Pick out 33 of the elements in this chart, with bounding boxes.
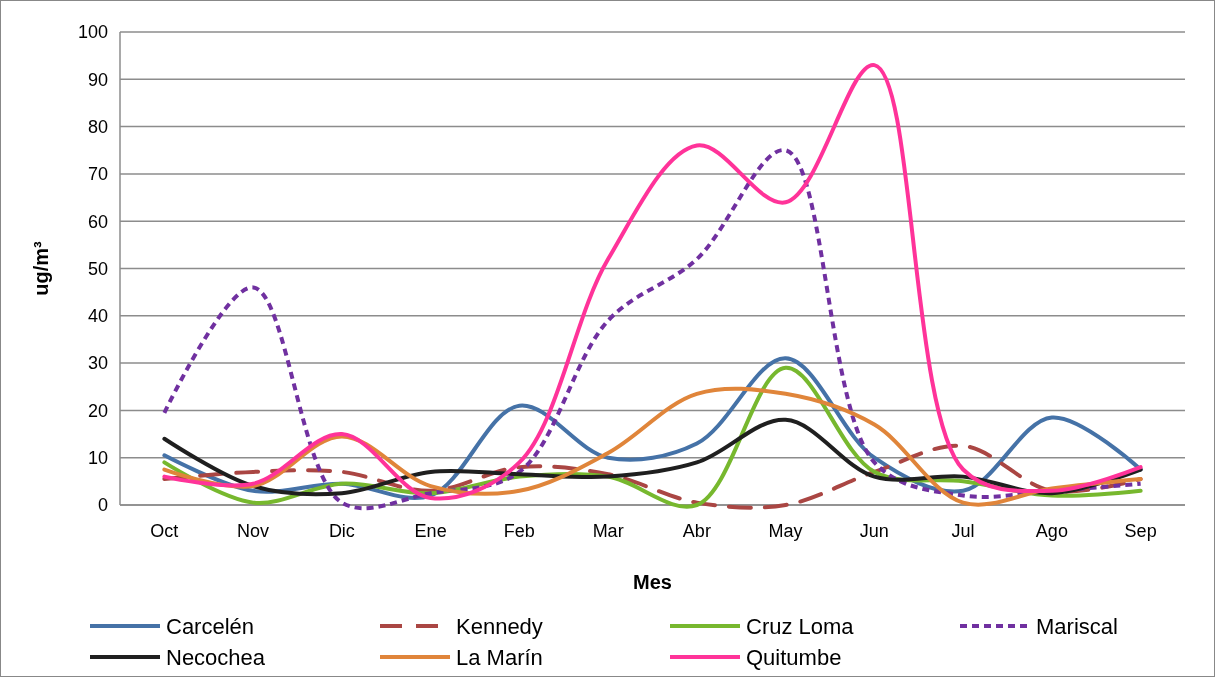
x-tick-label: Nov [237,521,270,541]
x-tick-label: May [768,521,803,541]
legend-label: La Marín [456,644,543,670]
x-tick-label: Dic [328,521,355,541]
y-tick-label: 100 [77,22,108,43]
x-tick-label: Feb [503,521,535,541]
x-tick-label: Sep [1124,521,1157,541]
legend-label: Cruz Loma [746,613,855,639]
line-series [162,63,1143,501]
y-tick-label: 20 [87,400,108,421]
y-tick-label: 80 [87,116,108,137]
y-tick-label: 40 [87,306,108,327]
x-tick-label: Jul [951,521,975,541]
x-tick-label: Ene [414,521,447,541]
x-tick-label: Ago [1035,521,1068,541]
legend-label: Carcelén [166,613,255,639]
x-axis-title: Mes [633,571,672,593]
x-tick-label: Abr [682,521,711,541]
legend-label: Mariscal [1036,613,1118,639]
y-tick-label: 10 [87,448,108,468]
y-axis-title: ug/m³ [30,240,52,296]
y-tick-label: 0 [97,495,108,516]
y-tick-label: 30 [87,353,108,374]
y-tick-label: 50 [87,258,108,279]
y-tick-label: 60 [87,211,108,232]
x-tick-label: Jun [859,521,889,541]
y-tick-label: 70 [87,164,108,185]
x-tick-label: Mar [592,521,624,541]
legend-label: Necochea [166,644,266,670]
x-tick-label: Oct [150,521,179,541]
legend-label: Quitumbe [746,644,842,670]
y-tick-label: 90 [87,69,108,90]
legend-label: Kennedy [456,613,543,639]
